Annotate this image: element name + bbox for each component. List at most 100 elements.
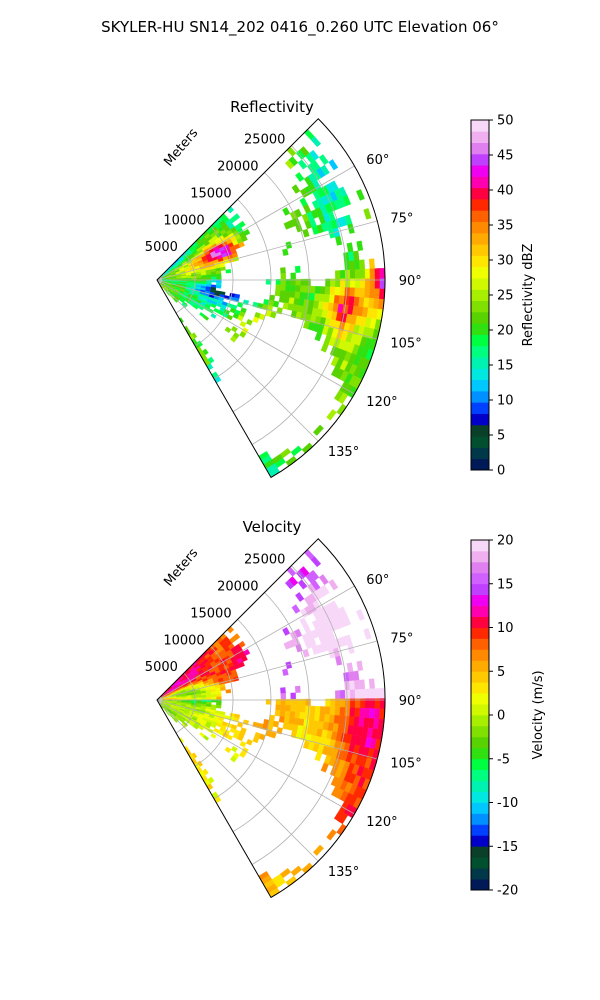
azimuth-spoke: [156, 699, 319, 862]
radar-gate: [181, 278, 187, 280]
radar-gate: [368, 258, 375, 269]
radar-gate: [224, 746, 232, 754]
colorbar-tick-label: 25: [497, 289, 514, 304]
radar-gate: [339, 707, 346, 717]
colorbar-segment: [471, 693, 489, 705]
radar-gate: [192, 304, 199, 310]
azimuth-tick-label: 90°: [399, 274, 422, 289]
colorbar-segment: [471, 791, 489, 803]
colorbar-segment: [471, 671, 489, 683]
colorbar-tick-label: 5: [497, 665, 505, 680]
radar-gate: [344, 269, 351, 279]
radar-gate: [274, 709, 281, 717]
colorbar-tick-label: -5: [497, 752, 510, 767]
colorbar-segment: [471, 390, 489, 403]
radar-gate: [206, 696, 212, 700]
radar-gate: [334, 706, 341, 716]
radar-gate: [320, 762, 329, 773]
radar-gate: [210, 733, 217, 739]
azimuth-spoke: [156, 279, 355, 395]
radar-gate: [312, 844, 324, 856]
radar-gate: [319, 286, 326, 295]
colorbar-segment: [471, 368, 489, 381]
radar-gate: [353, 250, 360, 261]
radar-gate: [354, 679, 361, 690]
colorbar-segment: [471, 780, 489, 792]
radar-gate: [294, 711, 301, 719]
colorbar-segment: [471, 857, 489, 869]
radar-gate: [300, 705, 306, 713]
velocity-title: Velocity: [243, 518, 302, 536]
range-tick-label: 25000: [244, 553, 285, 568]
colorbar-tick-label: 40: [497, 184, 514, 199]
velocity-colorbar-label: Velocity (m/s): [531, 670, 546, 759]
azimuth-spoke: [156, 220, 378, 281]
colorbar-segment: [471, 323, 489, 335]
colorbar-segment: [471, 769, 489, 782]
radar-gate: [319, 706, 326, 715]
colorbar-segment: [471, 244, 489, 256]
colorbar-segment: [471, 334, 489, 347]
radar-gate: [165, 711, 171, 716]
radar-gate: [272, 720, 280, 728]
azimuth-spoke: [156, 640, 378, 701]
radar-gate: [349, 689, 356, 699]
radar-gate: [354, 259, 361, 270]
colorbar-segment: [471, 379, 489, 392]
radar-gate: [324, 706, 331, 715]
azimuth-tick-label: 120°: [366, 815, 397, 830]
radar-gate: [202, 315, 210, 321]
azimuth-spoke: [156, 165, 355, 281]
azimuth-spoke: [156, 279, 319, 442]
radar-gate: [347, 643, 355, 654]
radar-gate: [196, 697, 202, 700]
radar-gate: [346, 662, 354, 673]
radar-gate: [379, 687, 386, 699]
radar-gate: [239, 750, 247, 759]
radar-gate: [211, 276, 217, 280]
azimuth-spoke: [156, 279, 378, 340]
radar-gate: [299, 712, 306, 720]
radar-gate: [294, 265, 301, 273]
radar-gate: [239, 320, 247, 328]
colorbar-segment: [471, 232, 489, 245]
radar-gate: [225, 689, 232, 694]
radar-gate: [310, 556, 322, 568]
radar-gate: [279, 710, 286, 717]
radar-gate: [314, 713, 321, 722]
colorbar-tick-label: 45: [497, 149, 514, 164]
reflectivity-title: Reflectivity: [230, 98, 314, 116]
range-ring: [251, 145, 348, 445]
radar-gate: [363, 628, 372, 640]
radar-gate: [374, 688, 381, 699]
colorbar-segment: [471, 413, 489, 426]
colorbar-segment: [471, 758, 489, 771]
colorbar-segment: [471, 357, 489, 369]
colorbar-segment: [471, 649, 489, 661]
colorbar-segment: [471, 289, 489, 302]
radar-gate: [304, 292, 311, 301]
radar-gate: [275, 704, 281, 711]
range-tick-label: 25000: [244, 133, 285, 148]
colorbar-segment: [471, 165, 489, 177]
radar-gate: [280, 273, 287, 280]
range-tick-label: 10000: [163, 633, 204, 648]
radar-gate: [290, 865, 303, 877]
colorbar-segment: [471, 131, 489, 143]
colorbar-segment: [471, 725, 489, 738]
radar-gate: [196, 277, 202, 280]
colorbar-tick-label: 30: [497, 254, 514, 269]
radar-gate: [349, 287, 356, 297]
radar-gate: [238, 640, 246, 648]
radar-gate: [294, 685, 301, 693]
radar-gate: [329, 286, 336, 296]
radar-gate: [364, 268, 371, 279]
radar-gate: [285, 284, 291, 292]
colorbar-segment: [471, 458, 489, 471]
reflectivity-colorbar-ticks: 0 5 10 15 20 25 30 35 40 45 50: [497, 114, 514, 479]
range-ring: [213, 619, 272, 800]
radar-gate: [201, 697, 207, 700]
colorbar-segment: [471, 704, 489, 716]
radar-gate: [216, 696, 222, 700]
radar-gate: [290, 272, 296, 280]
